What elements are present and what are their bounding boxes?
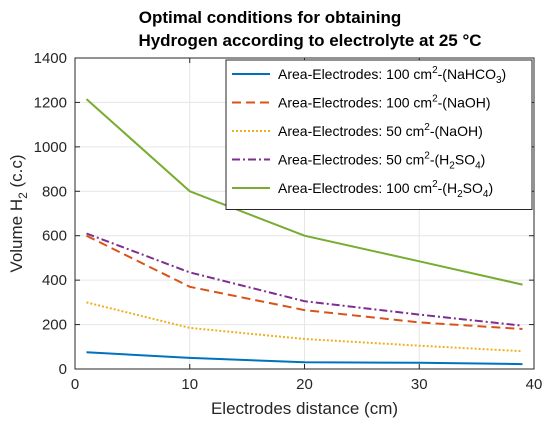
y-tick-label-1: 200: [42, 317, 67, 334]
x-tick-label-4: 40: [526, 376, 543, 393]
x-tick-label-2: 20: [296, 376, 313, 393]
x-tick-label-1: 10: [181, 376, 198, 393]
legend-box: [225, 59, 533, 210]
legend: Area-Electrodes: 100 cm2-(NaHCO3) Area-El…: [225, 59, 533, 210]
series-line-1: [86, 234, 523, 330]
series-line-2: [86, 301, 523, 353]
series-line-3: [86, 232, 523, 327]
y-tick-label-4: 800: [42, 183, 67, 200]
y-tick-label-3: 600: [42, 228, 67, 245]
y-tick-label-6: 1200: [34, 94, 67, 111]
x-axis-label: Electrodes distance (cm): [211, 399, 398, 418]
x-tick-label-0: 0: [71, 376, 79, 393]
y-tick-label-0: 0: [59, 361, 67, 378]
y-tick-label-7: 1400: [34, 50, 67, 67]
y-tick-label-5: 1000: [34, 139, 67, 156]
y-axis-label: Volume H2 (c.c): [7, 154, 30, 272]
legend-entry-0: Area-Electrodes: 100 cm2-(NaHCO3): [278, 65, 506, 86]
series-lines: [85, 98, 523, 366]
x-tick-label-3: 30: [411, 376, 428, 393]
chart-title: Optimal conditions for obtaining Hydroge…: [138, 8, 481, 50]
chart-title-line-1: Optimal conditions for obtaining: [139, 8, 402, 27]
series-line-0: [86, 351, 523, 366]
y-axis-label-sub: 2: [16, 192, 30, 199]
legend-entry-2: Area-Electrodes: 50 cm2-(NaOH): [278, 122, 483, 139]
chart-title-line-2: Hydrogen according to electrolyte at 25 …: [138, 31, 481, 50]
y-axis-label-main: Volume H: [7, 199, 26, 273]
y-tick-label-2: 400: [42, 272, 67, 289]
y-axis-label-unit: (c.c): [7, 154, 26, 192]
legend-entry-4: Area-Electrodes: 100 cm2-(H2SO4): [278, 179, 493, 200]
legend-entry-3: Area-Electrodes: 50 cm2-(H2SO4): [278, 151, 485, 172]
legend-entry-1: Area-Electrodes: 100 cm2-(NaOH): [278, 94, 491, 111]
series-line-4: [85, 98, 523, 286]
